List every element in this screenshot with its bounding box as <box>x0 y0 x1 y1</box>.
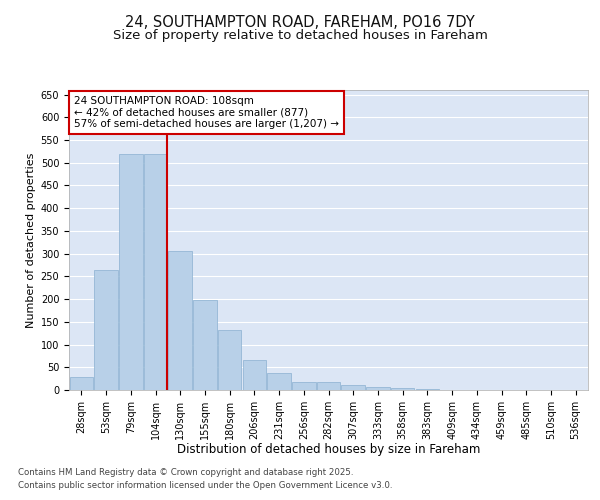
Bar <box>119 154 143 390</box>
Bar <box>144 154 167 390</box>
Text: Contains HM Land Registry data © Crown copyright and database right 2025.: Contains HM Land Registry data © Crown c… <box>18 468 353 477</box>
Bar <box>70 378 93 390</box>
Bar <box>193 300 217 390</box>
Bar <box>242 360 266 390</box>
Text: 24 SOUTHAMPTON ROAD: 108sqm
← 42% of detached houses are smaller (877)
57% of se: 24 SOUTHAMPTON ROAD: 108sqm ← 42% of det… <box>74 96 339 129</box>
Bar <box>268 372 291 390</box>
Y-axis label: Number of detached properties: Number of detached properties <box>26 152 37 328</box>
Bar <box>169 252 192 390</box>
Bar <box>341 384 365 390</box>
Bar <box>94 270 118 390</box>
Bar <box>416 388 439 390</box>
Text: Contains public sector information licensed under the Open Government Licence v3: Contains public sector information licen… <box>18 482 392 490</box>
Bar <box>366 387 389 390</box>
Bar <box>218 330 241 390</box>
Text: Size of property relative to detached houses in Fareham: Size of property relative to detached ho… <box>113 28 487 42</box>
Text: 24, SOUTHAMPTON ROAD, FAREHAM, PO16 7DY: 24, SOUTHAMPTON ROAD, FAREHAM, PO16 7DY <box>125 15 475 30</box>
X-axis label: Distribution of detached houses by size in Fareham: Distribution of detached houses by size … <box>177 444 480 456</box>
Bar <box>292 382 316 390</box>
Bar <box>391 388 415 390</box>
Bar <box>317 382 340 390</box>
